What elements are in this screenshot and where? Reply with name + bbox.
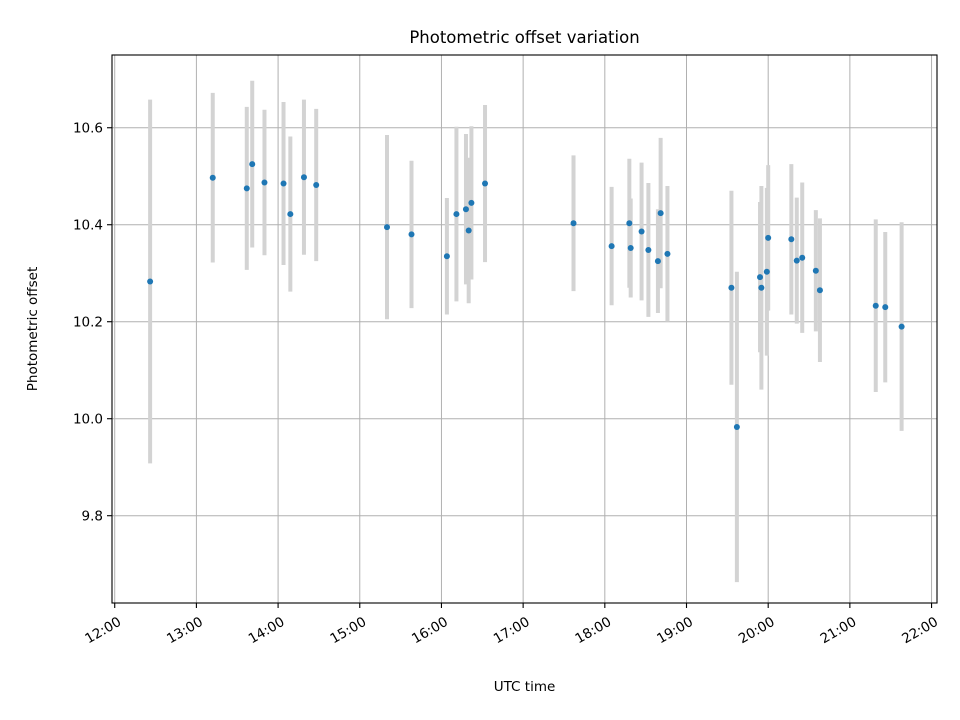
data-point (313, 181, 320, 188)
data-point (147, 278, 154, 285)
data-point (799, 254, 806, 261)
y-tick-label: 10.4 (73, 218, 103, 234)
x-tick-label: 14:00 (246, 614, 288, 647)
point-layer (147, 161, 905, 430)
y-tick-label: 9.8 (82, 509, 103, 525)
data-point (664, 250, 671, 257)
data-point (812, 267, 819, 274)
x-axis-ticks: 12:00 13:00 14:00 15:00 16:00 17:00 18:00 19:00… (82, 603, 941, 647)
data-point (645, 246, 652, 253)
data-point (788, 236, 795, 243)
x-tick-label: 20:00 (736, 614, 778, 647)
errorbar-layer (148, 80, 904, 583)
data-point (627, 245, 634, 252)
data-point (468, 199, 475, 206)
x-tick-label: 12:00 (82, 614, 124, 647)
y-tick-label: 10.0 (73, 412, 103, 428)
data-point (638, 228, 645, 235)
x-axis-label: UTC time (494, 679, 556, 695)
data-point (882, 304, 889, 311)
x-tick-label: 22:00 (899, 614, 941, 647)
data-point (763, 268, 770, 275)
x-tick-label: 18:00 (573, 614, 615, 647)
data-point (300, 174, 307, 181)
data-point (733, 423, 740, 430)
data-point (443, 253, 450, 260)
x-tick-label: 19:00 (654, 614, 696, 647)
data-point (654, 258, 661, 265)
data-point (757, 274, 764, 281)
y-tick-label: 10.6 (73, 121, 103, 137)
data-point (898, 323, 905, 330)
x-tick-label: 15:00 (327, 614, 369, 647)
data-point (462, 206, 469, 213)
data-point (261, 179, 268, 186)
y-tick-label: 10.2 (73, 315, 103, 331)
data-point (280, 180, 287, 187)
data-point (249, 161, 256, 168)
x-tick-label: 17:00 (491, 614, 533, 647)
data-point (657, 210, 664, 217)
data-point (287, 211, 294, 218)
data-point (728, 284, 735, 291)
data-point (465, 227, 472, 234)
data-point (408, 231, 415, 238)
data-point (482, 180, 489, 187)
data-point (209, 174, 216, 181)
grid-layer (112, 55, 937, 603)
plot-frame (111, 54, 938, 604)
data-point (816, 287, 823, 294)
y-axis-ticks: 9.8 10.0 10.2 10.4 10.6 (73, 121, 112, 525)
data-point (570, 220, 577, 227)
x-tick-label: 13:00 (164, 614, 206, 647)
data-point (453, 211, 460, 218)
data-point (384, 224, 390, 231)
y-axis-label: Photometric offset (25, 267, 41, 391)
data-point (872, 302, 879, 309)
data-point (243, 185, 250, 192)
data-point (626, 220, 633, 227)
data-point (758, 284, 765, 291)
x-tick-label: 16:00 (409, 614, 451, 647)
chart-title: Photometric offset variation (409, 28, 639, 47)
data-point (793, 257, 800, 264)
x-tick-label: 21:00 (818, 614, 860, 647)
data-point (608, 243, 615, 250)
data-point (765, 234, 772, 241)
